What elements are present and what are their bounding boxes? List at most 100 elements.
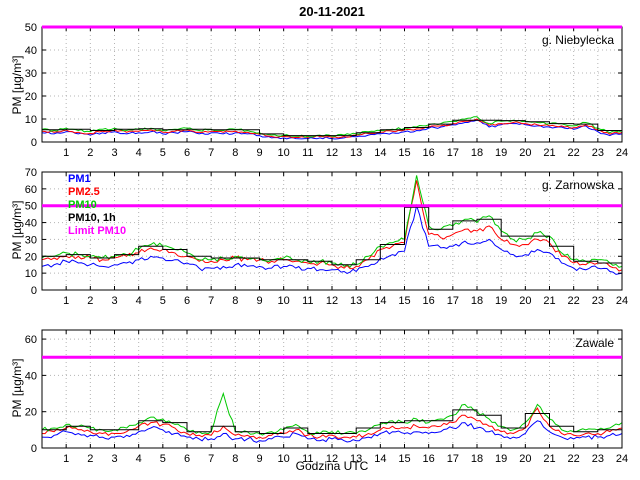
y-tick-label: 60 (25, 184, 37, 196)
x-tick-label: 4 (136, 295, 142, 307)
y-tick-label: 30 (25, 68, 37, 80)
y-tick-label: 40 (25, 45, 37, 57)
x-tick-label: 14 (374, 147, 386, 159)
legend: PM1 PM2.5 PM10 PM10, 1h Limit PM10 (68, 173, 126, 238)
figure-title: 20-11-2021 (299, 4, 365, 19)
y-tick-label: 50 (25, 201, 37, 213)
x-tick-label: 17 (447, 295, 459, 307)
x-tick-label: 7 (208, 453, 214, 465)
panel-label-niebylecka: g. Niebylecka (541, 33, 614, 47)
x-tick-label: 14 (374, 295, 386, 307)
y-axis-label-top: PM [µg/m³] (10, 55, 24, 115)
x-tick-label: 5 (160, 453, 166, 465)
panel-label-zarnowska: g. Zarnowska (541, 178, 614, 192)
x-tick-label: 13 (350, 295, 362, 307)
x-tick-label: 5 (160, 295, 166, 307)
series-pm10-hourly-line (42, 119, 622, 137)
x-tick-label: 16 (423, 295, 435, 307)
series-pm1-line (41, 203, 623, 275)
x-tick-label: 11 (302, 147, 313, 159)
legend-item-pm1: PM1 (68, 173, 91, 185)
y-tick-label: 0 (31, 285, 37, 297)
y-tick-label: 10 (25, 268, 37, 280)
x-tick-label: 22 (568, 147, 580, 159)
x-tick-label: 9 (256, 453, 262, 465)
x-tick-label: 18 (471, 147, 483, 159)
x-tick-label: 4 (136, 147, 142, 159)
series-pm25-line (41, 180, 623, 272)
y-tick-label: 50 (25, 22, 37, 34)
x-axis-label: Godzina UTC (295, 459, 369, 473)
x-tick-label: 17 (447, 453, 459, 465)
y-tick-label: 60 (25, 334, 37, 346)
x-tick-label: 1 (63, 453, 69, 465)
x-tick-label: 13 (350, 453, 362, 465)
x-tick-label: 8 (232, 147, 238, 159)
x-tick-label: 21 (543, 453, 555, 465)
x-tick-label: 12 (326, 453, 338, 465)
x-tick-label: 16 (423, 453, 435, 465)
y-tick-label: 40 (25, 370, 37, 382)
x-tick-label: 6 (184, 147, 190, 159)
x-tick-label: 20 (519, 295, 531, 307)
x-tick-label: 24 (616, 453, 628, 465)
x-tick-label: 10 (278, 295, 290, 307)
x-tick-label: 1 (63, 295, 69, 307)
axes-box (41, 26, 623, 143)
x-tick-label: 8 (232, 295, 238, 307)
y-tick-label: 20 (25, 407, 37, 419)
series-pm1-line (41, 420, 623, 443)
x-tick-label: 15 (398, 147, 410, 159)
panel-label-zawale: Zawale (575, 336, 614, 350)
x-tick-label: 11 (302, 453, 313, 465)
x-tick-label: 18 (471, 295, 483, 307)
legend-item-limit-pm10: Limit PM10 (68, 225, 127, 237)
x-tick-label: 17 (447, 147, 459, 159)
x-tick-label: 20 (519, 147, 531, 159)
x-tick-label: 3 (111, 295, 117, 307)
x-tick-label: 15 (398, 453, 410, 465)
x-tick-label: 23 (592, 295, 604, 307)
x-tick-label: 9 (256, 295, 262, 307)
x-tick-label: 6 (184, 295, 190, 307)
x-tick-label: 21 (543, 147, 555, 159)
x-tick-label: 16 (423, 147, 435, 159)
x-tick-label: 24 (616, 295, 628, 307)
x-tick-label: 21 (543, 295, 555, 307)
x-tick-label: 7 (208, 295, 214, 307)
x-tick-label: 11 (302, 295, 313, 307)
series-pm25-line (41, 118, 623, 139)
x-tick-label: 4 (136, 453, 142, 465)
legend-item-pm10-1h: PM10, 1h (68, 212, 116, 224)
x-tick-label: 9 (256, 147, 262, 159)
series-pm10-hourly-line (42, 206, 622, 266)
x-tick-label: 23 (592, 147, 604, 159)
x-tick-label: 3 (111, 453, 117, 465)
x-tick-label: 2 (87, 453, 93, 465)
x-tick-label: 23 (592, 453, 604, 465)
x-tick-label: 18 (471, 453, 483, 465)
y-tick-label: 70 (25, 167, 37, 179)
x-tick-label: 1 (63, 147, 69, 159)
x-tick-label: 19 (495, 295, 507, 307)
x-tick-label: 3 (111, 147, 117, 159)
x-tick-label: 12 (326, 295, 338, 307)
x-tick-label: 10 (278, 147, 290, 159)
x-tick-label: 2 (87, 295, 93, 307)
x-tick-label: 5 (160, 147, 166, 159)
x-tick-label: 13 (350, 147, 362, 159)
y-axis-label-middle: PM [µg/m³] (10, 200, 24, 260)
y-tick-label: 0 (31, 443, 37, 455)
x-tick-label: 7 (208, 147, 214, 159)
x-tick-label: 20 (519, 453, 531, 465)
y-tick-label: 20 (25, 91, 37, 103)
y-tick-label: 40 (25, 218, 37, 230)
y-tick-label: 0 (31, 137, 37, 149)
x-tick-label: 14 (374, 453, 386, 465)
x-tick-label: 10 (278, 453, 290, 465)
y-tick-label: 20 (25, 251, 37, 263)
series-pm10-hourly-line (42, 409, 622, 434)
y-tick-label: 10 (25, 114, 37, 126)
